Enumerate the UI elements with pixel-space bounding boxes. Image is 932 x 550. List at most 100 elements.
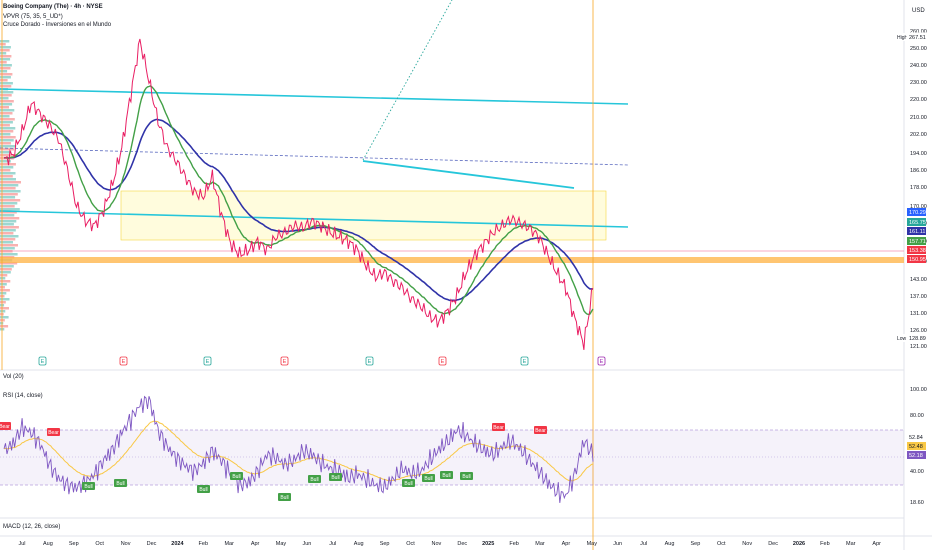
bear-signal[interactable]: Bear <box>534 426 547 434</box>
rsi-axis[interactable]: 100.00 80.00 40.00 18.60 52.84 52.48 52.18 <box>907 387 927 506</box>
macd-legend[interactable]: MACD (12, 26, close) <box>3 524 61 530</box>
svg-text:Bull: Bull <box>84 484 92 490</box>
vpvr-bar <box>0 115 10 118</box>
earnings-marker[interactable]: E <box>203 356 212 366</box>
vpvr-bar <box>0 325 9 328</box>
svg-text:Bull: Bull <box>280 495 288 501</box>
earnings-marker[interactable]: E <box>520 356 529 366</box>
earnings-marker[interactable]: E <box>438 356 447 366</box>
time-tick-label: Sep <box>691 541 701 547</box>
bear-signal[interactable]: Bear <box>0 422 11 430</box>
bull-signal[interactable]: Bull <box>440 471 453 479</box>
bear-signal[interactable]: Bear <box>47 428 60 436</box>
vpvr-bar <box>0 190 21 193</box>
time-tick-label: Jul <box>640 541 647 547</box>
vpvr-bar <box>0 184 19 187</box>
bull-signal[interactable]: Bull <box>402 479 415 487</box>
svg-text:E: E <box>441 359 445 365</box>
vpvr-bar <box>0 253 18 256</box>
bull-signal[interactable]: Bull <box>82 482 95 490</box>
vpvr-bar <box>0 280 11 283</box>
rsi-axis-label: 52.48 <box>907 442 926 450</box>
rsi-legend[interactable]: RSI (14, close) <box>3 393 43 399</box>
rsi-tick-label: 100.00 <box>910 387 927 393</box>
dotted-projection-line <box>362 0 453 161</box>
bull-signal[interactable]: Bull <box>308 475 321 483</box>
vpvr-bar <box>0 121 13 124</box>
earnings-marker[interactable]: E <box>280 356 289 366</box>
vpvr-bar <box>0 85 12 88</box>
vpvr-bar <box>0 274 8 277</box>
vpvr-bar <box>0 139 14 142</box>
vpvr-bar <box>0 307 9 310</box>
price-axis[interactable]: 260.00 250.00 240.00 230.00 220.00 210.00 202.… <box>895 29 927 350</box>
rsi-signals: Bear Bear Bear Bear Bull Bull Bull Bull Bull Bull… <box>0 422 547 501</box>
vpvr-bar <box>0 289 10 292</box>
vpvr-bar <box>0 61 7 64</box>
svg-text:Bear: Bear <box>0 424 10 430</box>
vpvr-bar <box>0 49 10 52</box>
price-tick-label: 126.00 <box>910 328 927 334</box>
vpvr-bar <box>0 229 16 232</box>
time-tick-label: 2025 <box>482 541 494 547</box>
vpvr-bar <box>0 244 18 247</box>
price-axis-label: Low 128.89 <box>895 333 927 343</box>
time-tick-label: Mar <box>846 541 856 547</box>
time-tick-label: Jun <box>613 541 622 547</box>
price-line <box>3 38 594 350</box>
bull-signal[interactable]: Bull <box>422 474 435 482</box>
bull-signal[interactable]: Bull <box>329 473 342 481</box>
svg-text:153.38: 153.38 <box>909 248 926 254</box>
bear-signal[interactable]: Bear <box>492 423 505 431</box>
dashed-resistance-line <box>0 147 629 166</box>
vpvr-bar <box>0 64 12 67</box>
svg-text:128.89: 128.89 <box>909 336 926 342</box>
svg-text:150.95: 150.95 <box>909 257 926 263</box>
svg-text:52.84: 52.84 <box>909 435 923 441</box>
vpvr-bar <box>0 301 6 304</box>
price-tick-label: 240.00 <box>910 63 927 69</box>
price-tick-label: 131.00 <box>910 311 927 317</box>
volume-legend[interactable]: Vol (20) <box>3 374 24 380</box>
earnings-marker[interactable]: E <box>365 356 374 366</box>
earnings-marker[interactable]: E <box>119 356 128 366</box>
vpvr-bar <box>0 268 12 271</box>
time-tick-label: Nov <box>432 541 442 547</box>
bull-signal[interactable]: Bull <box>197 485 210 493</box>
vpvr-bar <box>0 112 13 115</box>
vpvr-bar <box>0 82 13 85</box>
bull-signal[interactable]: Bull <box>278 493 291 501</box>
vpvr-bar <box>0 298 10 301</box>
vpvr-bar <box>0 79 8 82</box>
vpvr-bar <box>0 70 8 73</box>
bull-signal[interactable]: Bull <box>114 479 127 487</box>
earnings-marker[interactable]: E <box>38 356 47 366</box>
vpvr-bar <box>0 76 11 79</box>
time-tick-label: Apr <box>562 541 571 547</box>
golden-cross-legend[interactable]: Cruce Dorado - Inversiones en el Mundo <box>3 22 112 28</box>
vpvr-bar <box>0 175 13 178</box>
bull-signal[interactable]: Bull <box>460 472 473 480</box>
price-tick-label: 230.00 <box>910 80 927 86</box>
vpvr-bar <box>0 106 9 109</box>
svg-text:Bull: Bull <box>404 481 412 487</box>
vpvr-bar <box>0 199 21 202</box>
earnings-marker[interactable]: E <box>597 356 606 366</box>
time-axis[interactable]: Jul Aug Sep Oct Nov Dec 2024 Feb Mar Apr May Jun Jul… <box>18 541 881 547</box>
price-axis-label: 161.11 <box>907 227 926 235</box>
vpvr-bar <box>0 262 18 265</box>
time-tick-label: Dec <box>147 541 157 547</box>
vpvr-bar <box>0 127 16 130</box>
vpvr-bar <box>0 286 5 289</box>
vpvr-bar <box>0 166 14 169</box>
chart-title[interactable]: Boeing Company (The) · 4h · NYSE <box>3 4 103 10</box>
vpvr-bar <box>0 232 14 235</box>
vpvr-legend[interactable]: VPVR (75, 35, 5_UD*) <box>3 14 63 20</box>
svg-text:Bull: Bull <box>116 481 124 487</box>
bull-signal[interactable]: Bull <box>230 472 243 480</box>
time-tick-label: Nov <box>121 541 131 547</box>
vpvr-bar <box>0 217 20 220</box>
vpvr-bar <box>0 46 11 49</box>
vpvr-bar <box>0 205 15 208</box>
